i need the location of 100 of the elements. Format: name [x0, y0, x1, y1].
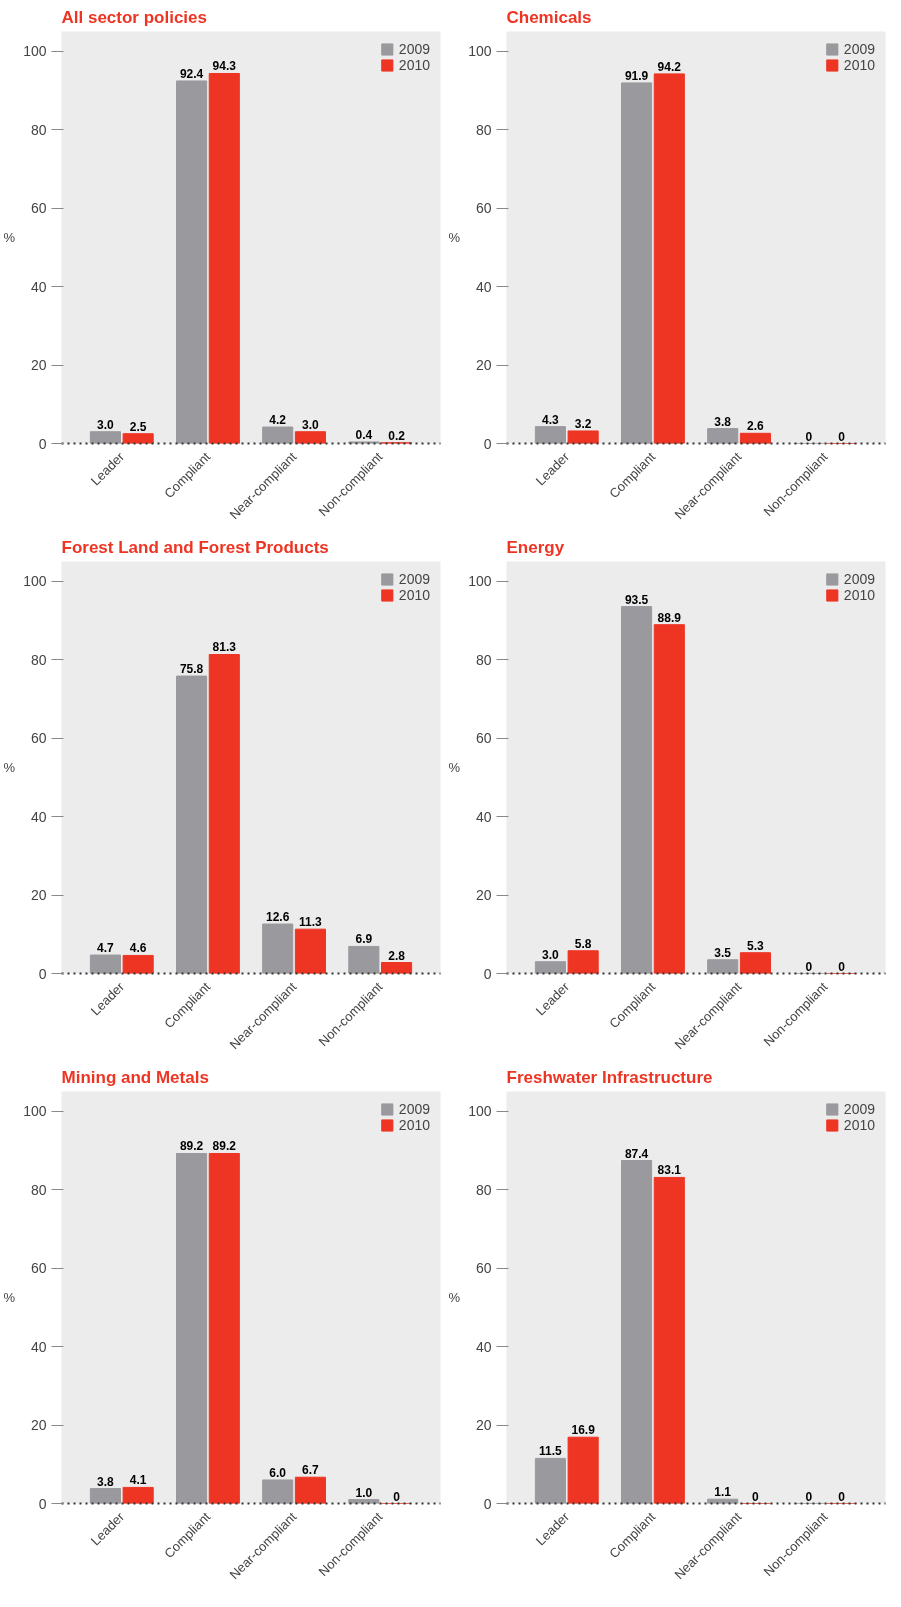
legend-label: 2009	[843, 41, 875, 57]
y-tick-label: 80	[30, 1181, 47, 1198]
data-label: 0	[838, 429, 846, 444]
y-tick-label: 100	[23, 1103, 47, 1120]
chart-title: Forest Land and Forest Products	[61, 537, 329, 557]
data-label: 3.5	[714, 945, 732, 960]
data-label: 2.8	[388, 948, 406, 963]
data-label: 0	[805, 429, 813, 444]
y-axis-title: %	[448, 1290, 461, 1305]
y-tick-label: 40	[475, 808, 492, 825]
data-label: 3.0	[302, 417, 320, 432]
y-tick-label: 0	[483, 435, 492, 452]
legend-label: 2009	[398, 1101, 430, 1117]
y-axis-title: %	[448, 760, 461, 775]
data-label: 1.1	[714, 1485, 732, 1500]
legend-label: 2009	[398, 571, 430, 587]
data-label: 0.2	[388, 428, 406, 443]
y-tick-label: 80	[30, 651, 47, 668]
y-tick-label: 20	[475, 887, 492, 904]
y-tick-label: 80	[475, 1181, 492, 1198]
data-label: 1.0	[355, 1485, 373, 1500]
data-label: 12.6	[266, 910, 290, 925]
data-label: 0	[838, 959, 846, 974]
y-tick-label: 80	[475, 651, 492, 668]
y-tick-label: 60	[30, 1260, 47, 1277]
y-tick-label: 60	[475, 200, 492, 217]
y-tick-label: 60	[475, 1260, 492, 1277]
data-label: 6.9	[355, 932, 373, 947]
y-axis-title: %	[3, 1290, 16, 1305]
data-label: 3.2	[574, 416, 592, 431]
data-label: 2.5	[129, 419, 147, 434]
y-tick-label: 100	[23, 573, 47, 590]
y-tick-label: 40	[30, 278, 47, 295]
y-tick-label: 20	[475, 357, 492, 374]
y-tick-label: 100	[468, 573, 492, 590]
data-label: 0.4	[355, 427, 373, 442]
legend-label: 2009	[843, 571, 875, 587]
y-tick-label: 40	[30, 808, 47, 825]
data-label: 3.8	[714, 414, 732, 429]
y-tick-label: 20	[475, 1417, 492, 1434]
y-tick-label: 60	[30, 730, 47, 747]
data-label: 87.4	[624, 1146, 649, 1161]
y-tick-label: 80	[475, 121, 492, 138]
data-label: 16.9	[571, 1423, 596, 1438]
data-label: 3.8	[97, 1474, 115, 1489]
y-tick-label: 20	[30, 1417, 47, 1434]
y-tick-label: 80	[30, 121, 47, 138]
y-tick-label: 20	[30, 887, 47, 904]
data-label: 6.7	[302, 1463, 320, 1478]
y-axis-title: %	[448, 230, 461, 245]
legend-label: 2010	[398, 57, 430, 73]
data-label: 4.3	[542, 412, 560, 427]
data-label: 0	[752, 1489, 760, 1504]
y-tick-label: 100	[468, 43, 492, 60]
data-label: 93.5	[624, 592, 649, 607]
chart-title: Energy	[506, 537, 565, 557]
legend-label: 2009	[398, 41, 430, 57]
data-label: 94.2	[657, 59, 682, 74]
y-tick-label: 0	[483, 965, 492, 982]
data-label: 88.9	[657, 610, 682, 625]
data-label: 89.2	[179, 1139, 204, 1154]
legend-label: 2010	[398, 587, 430, 603]
y-axis-title: %	[3, 760, 16, 775]
legend-label: 2010	[843, 57, 875, 73]
y-tick-label: 0	[38, 965, 47, 982]
data-label: 11.5	[539, 1444, 563, 1459]
legend-label: 2010	[843, 1117, 875, 1133]
legend-label: 2010	[398, 1117, 430, 1133]
data-label: 89.2	[212, 1139, 237, 1154]
data-label: 0	[805, 1489, 813, 1504]
chart-title: Mining and Metals	[61, 1067, 209, 1087]
data-label: 0	[838, 1489, 846, 1504]
data-label: 75.8	[179, 662, 204, 677]
data-label: 4.7	[97, 941, 115, 956]
chart-title: Freshwater Infrastructure	[506, 1067, 713, 1087]
data-label: 81.3	[212, 640, 237, 655]
y-tick-label: 0	[38, 1495, 47, 1512]
data-label: 0	[393, 1489, 401, 1504]
data-label: 4.1	[129, 1473, 147, 1488]
y-tick-label: 60	[475, 730, 492, 747]
data-label: 92.4	[179, 66, 204, 81]
y-tick-label: 40	[30, 1338, 47, 1355]
y-tick-label: 60	[30, 200, 47, 217]
y-tick-label: 40	[475, 278, 492, 295]
data-label: 3.0	[97, 417, 115, 432]
y-axis-title: %	[3, 230, 16, 245]
chart-title: All sector policies	[61, 7, 207, 27]
data-label: 94.3	[212, 59, 237, 74]
data-label: 91.9	[624, 68, 649, 83]
data-label: 2.6	[747, 419, 765, 434]
y-tick-label: 100	[468, 1103, 492, 1120]
chart-title: Chemicals	[506, 7, 592, 27]
data-label: 5.8	[574, 936, 592, 951]
data-label: 0	[805, 959, 813, 974]
data-label: 3.0	[542, 947, 560, 962]
y-tick-label: 40	[475, 1338, 492, 1355]
data-label: 11.3	[299, 915, 323, 930]
y-tick-label: 0	[483, 1495, 492, 1512]
data-label: 83.1	[657, 1163, 682, 1178]
legend-label: 2009	[843, 1101, 875, 1117]
